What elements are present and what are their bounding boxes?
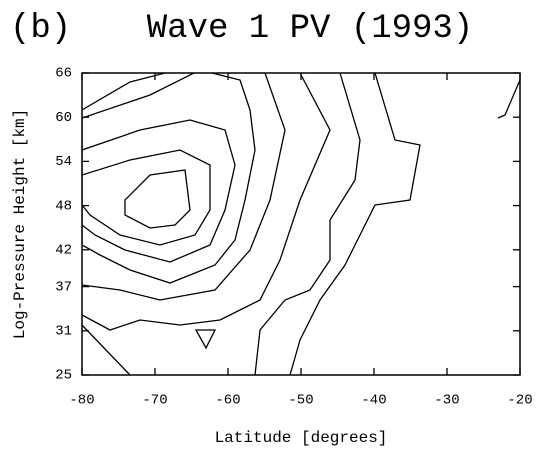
y-tick-label: 60 <box>55 110 72 126</box>
panel-label: (b) <box>10 10 71 48</box>
x-tick-label: -50 <box>288 393 313 409</box>
hatched-region <box>82 73 256 284</box>
x-tick-label: -30 <box>434 393 459 409</box>
chart-title: Wave 1 PV (1993) <box>147 10 473 48</box>
contour-line <box>82 73 166 111</box>
y-tick-label: 37 <box>55 279 72 295</box>
contour-line <box>124 169 191 229</box>
y-axis-label: Log-Pressure Height [km] <box>11 109 29 339</box>
contour-line <box>289 73 421 375</box>
contour-line <box>82 324 131 375</box>
y-tick-label: 48 <box>55 198 72 214</box>
contour-line <box>497 79 520 119</box>
x-tick-label: -70 <box>142 393 167 409</box>
plot-frame <box>81 72 521 376</box>
x-tick-label: -80 <box>69 393 94 409</box>
y-tick-label: 25 <box>55 368 72 384</box>
x-tick-label: -20 <box>507 393 532 409</box>
contour-line <box>82 73 331 331</box>
contour-line <box>254 73 361 375</box>
contours <box>82 73 520 375</box>
x-axis-label: Latitude [degrees] <box>215 429 388 447</box>
x-tick-label: -60 <box>215 393 240 409</box>
y-tick-label: 66 <box>55 66 72 82</box>
y-tick-label: 42 <box>55 242 72 258</box>
x-tick-label: -40 <box>361 393 386 409</box>
y-tick-label: 54 <box>55 154 72 170</box>
contour-line <box>82 73 286 301</box>
contour-line <box>194 329 217 350</box>
y-tick-label: 31 <box>55 324 72 340</box>
contour-line <box>82 119 236 263</box>
contour-line <box>82 149 211 246</box>
